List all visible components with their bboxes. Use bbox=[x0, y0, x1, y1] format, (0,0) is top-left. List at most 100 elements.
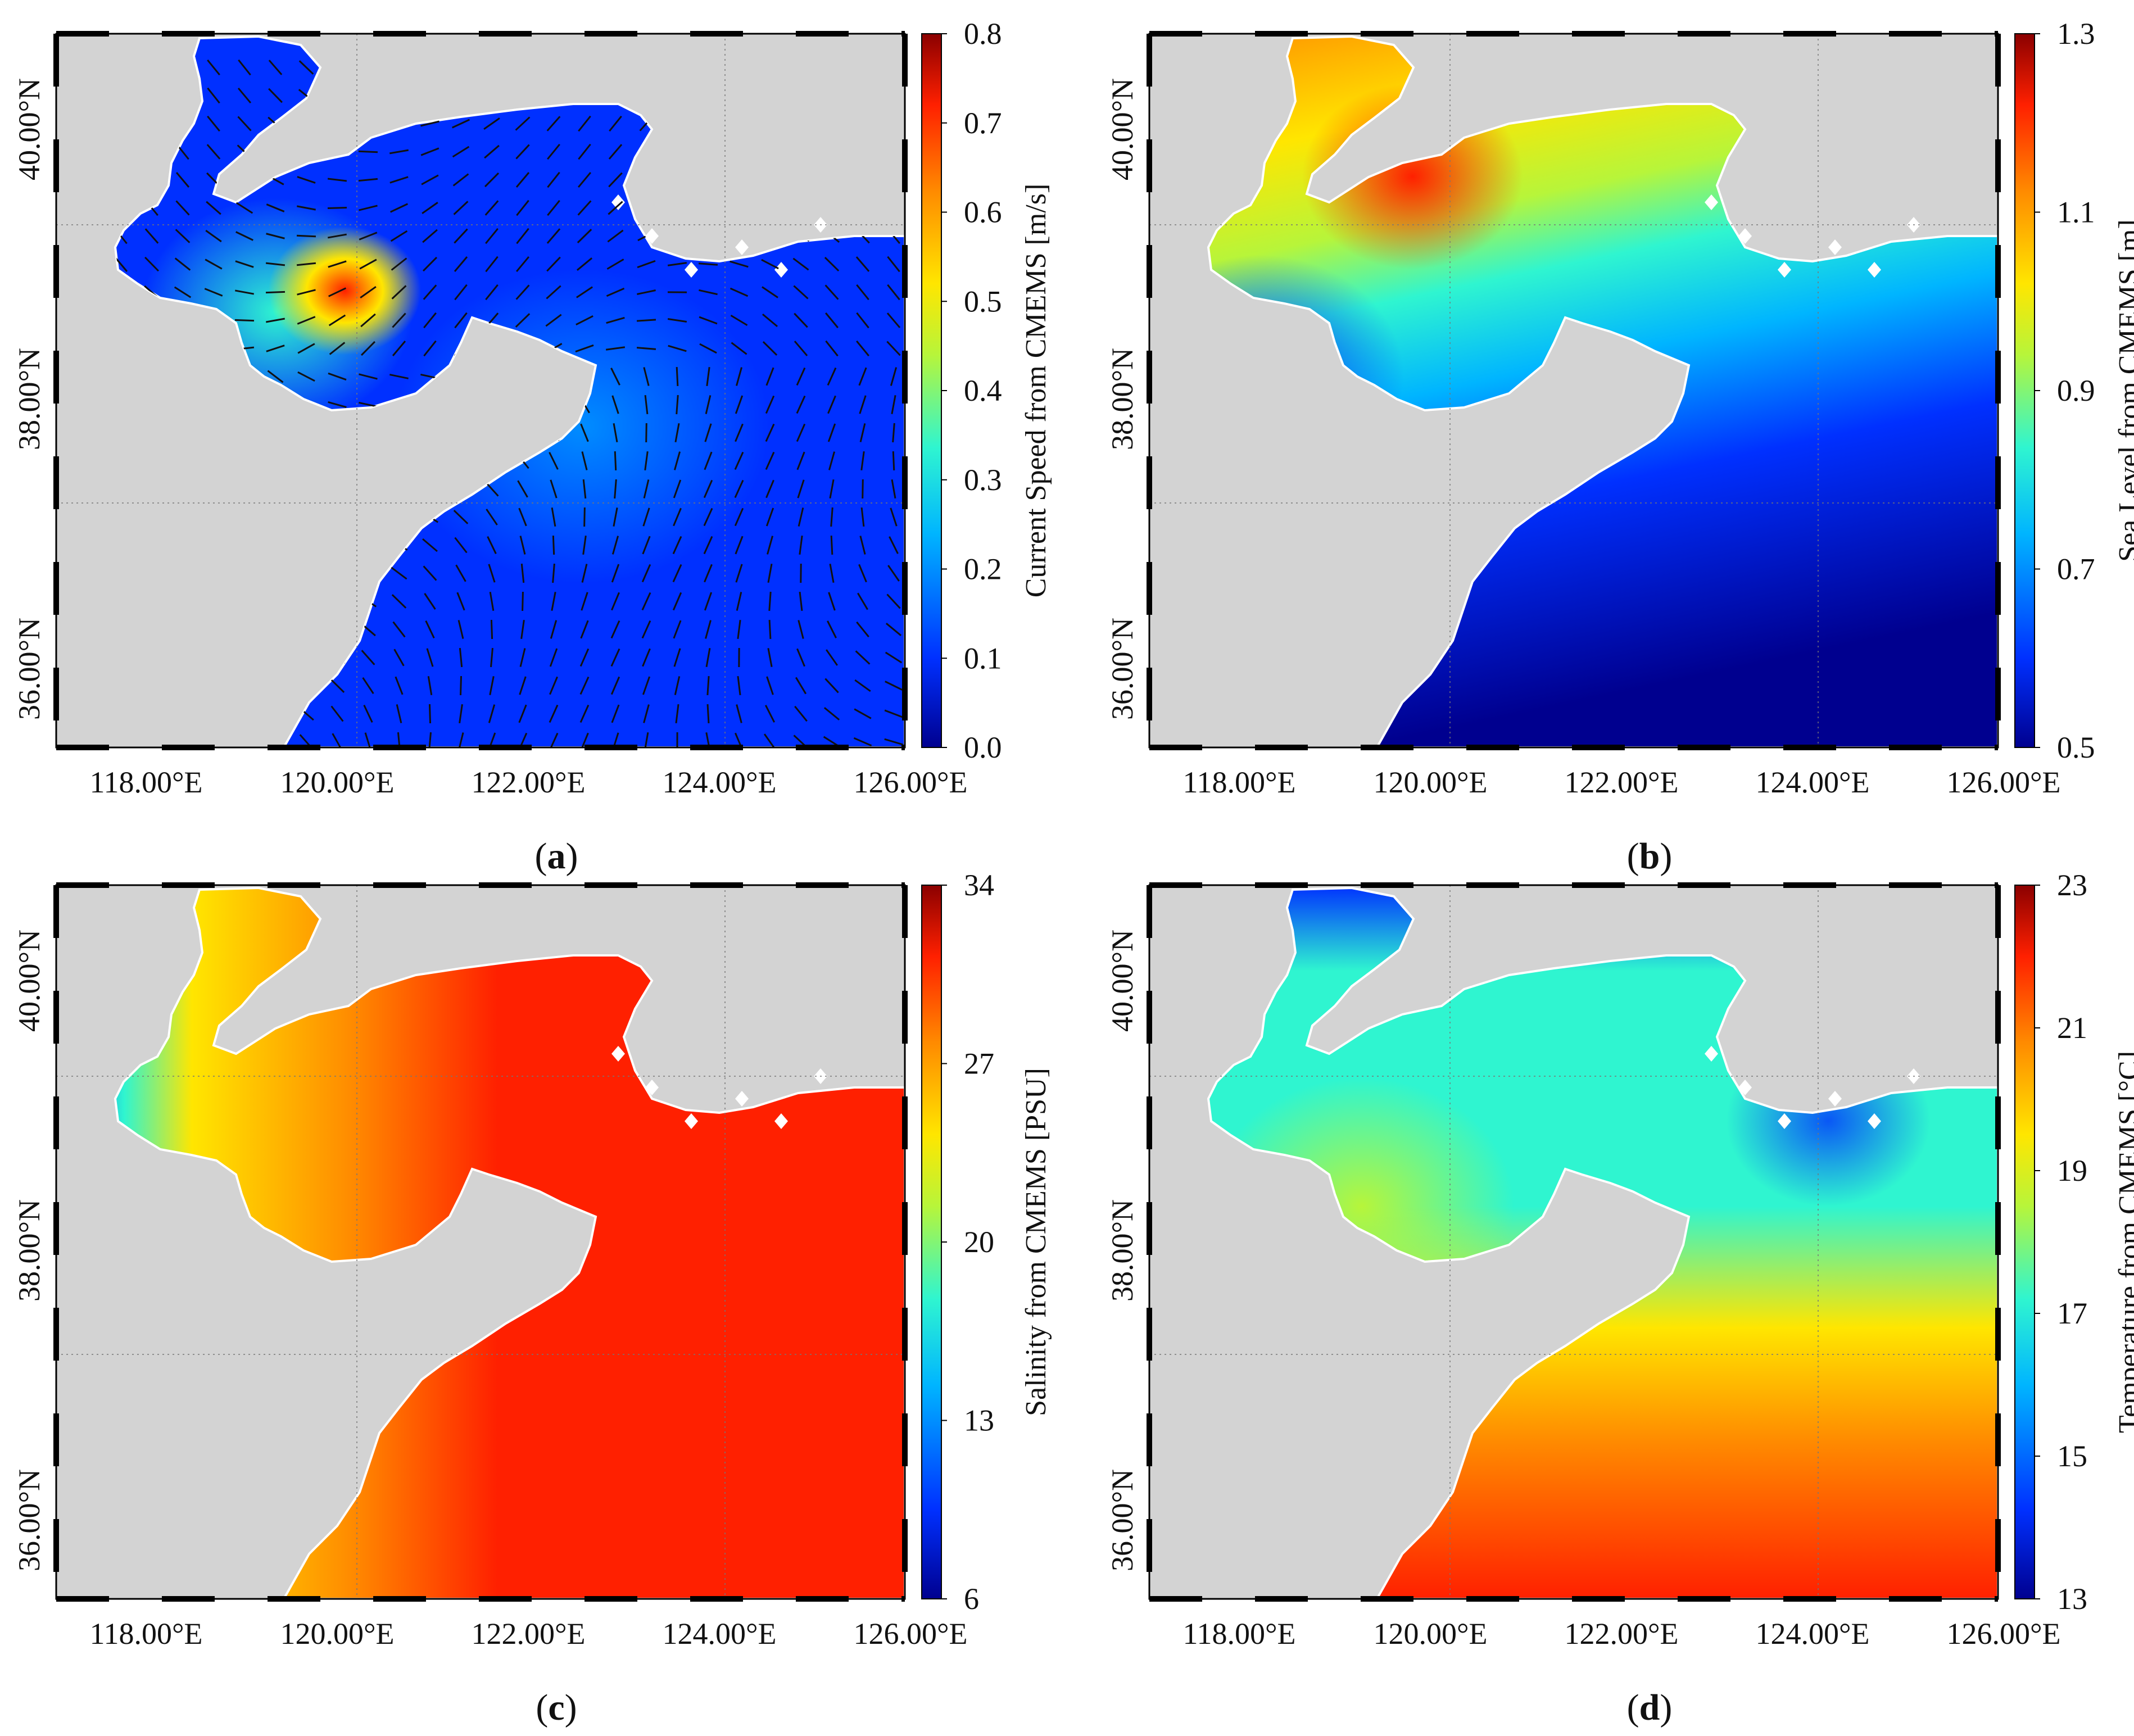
frame-segment-right bbox=[1995, 351, 2001, 404]
frame-segment-top bbox=[1149, 31, 1202, 37]
x-tick-label: 120.00°E bbox=[280, 765, 394, 799]
current-vector bbox=[677, 367, 678, 386]
frame-segment-bottom bbox=[373, 745, 426, 750]
frame-segment-top bbox=[1466, 31, 1519, 37]
frame-segment-right bbox=[902, 668, 908, 720]
current-vector bbox=[297, 235, 316, 236]
frame-segment-right bbox=[1995, 34, 2001, 87]
x-tick-label: 118.00°E bbox=[1182, 1617, 1295, 1651]
frame-segment-left bbox=[53, 1413, 59, 1466]
frame-segment-right bbox=[902, 245, 908, 298]
frame-segment-right bbox=[902, 351, 908, 404]
frame-segment-right bbox=[902, 34, 908, 87]
colorbar-tick-label: 0.6 bbox=[964, 196, 1002, 229]
colorbar-tick-label: 0.2 bbox=[964, 552, 1002, 586]
x-tick-label: 126.00°E bbox=[1946, 1617, 2060, 1651]
x-tick-label: 126.00°E bbox=[853, 765, 967, 799]
frame-segment-bottom bbox=[1783, 745, 1836, 750]
frame-segment-top bbox=[1678, 882, 1730, 888]
panel-caption: (a) bbox=[535, 836, 578, 877]
colorbar-tick-label: 17 bbox=[2057, 1297, 2087, 1330]
frame-segment-bottom bbox=[1361, 745, 1413, 750]
frame-segment-left bbox=[53, 1308, 59, 1361]
x-tick-label: 126.00°E bbox=[853, 1617, 967, 1651]
frame-segment-top bbox=[1572, 31, 1625, 37]
frame-segment-top bbox=[162, 31, 215, 37]
frame-segment-left bbox=[53, 351, 59, 404]
frame-segment-bottom bbox=[1466, 1596, 1519, 1602]
frame-segment-top bbox=[1361, 882, 1413, 888]
frame-segment-right bbox=[1995, 668, 2001, 720]
frame-segment-bottom bbox=[479, 745, 532, 750]
frame-segment-bottom bbox=[479, 1596, 532, 1602]
frame-segment-bottom bbox=[268, 745, 320, 750]
y-tick-label: 38.00°N bbox=[1105, 1199, 1139, 1302]
frame-segment-bottom bbox=[690, 1596, 743, 1602]
frame-segment-top bbox=[1889, 31, 1942, 37]
frame-segment-bottom bbox=[1255, 745, 1308, 750]
frame-segment-top bbox=[1255, 31, 1308, 37]
panel-letter: a bbox=[547, 836, 566, 877]
frame-segment-right bbox=[902, 139, 908, 192]
frame-segment-right bbox=[902, 1308, 908, 1361]
frame-segment-left bbox=[1147, 34, 1152, 87]
frame-segment-right bbox=[1995, 562, 2001, 615]
frame-segment-bottom bbox=[901, 1596, 905, 1602]
colorbar-tick-label: 0.5 bbox=[2057, 731, 2095, 764]
colorbar-tick-label: 0.7 bbox=[2057, 552, 2095, 586]
frame-segment-top bbox=[268, 31, 320, 37]
frame-segment-top bbox=[1466, 882, 1519, 888]
colorbar-tick-label: 27 bbox=[964, 1047, 994, 1081]
frame-segment-right bbox=[1995, 885, 2001, 938]
frame-segment-bottom bbox=[796, 1596, 849, 1602]
frame-segment-bottom bbox=[1149, 1596, 1202, 1602]
colorbar-tick-label: 19 bbox=[2057, 1154, 2087, 1187]
current-vector bbox=[708, 704, 709, 723]
x-tick-label: 120.00°E bbox=[1373, 765, 1487, 799]
current-vector bbox=[359, 151, 378, 152]
frame-segment-right bbox=[1995, 456, 2001, 509]
frame-segment-right bbox=[1995, 1096, 2001, 1149]
frame-segment-top bbox=[1783, 31, 1836, 37]
colorbar bbox=[2015, 885, 2035, 1599]
colorbar-tick-label: 0.0 bbox=[964, 731, 1002, 764]
x-tick-label: 118.00°E bbox=[89, 1617, 202, 1651]
frame-segment-bottom bbox=[585, 1596, 637, 1602]
frame-segment-top bbox=[373, 31, 426, 37]
panel-letter: b bbox=[1639, 836, 1660, 877]
frame-segment-top bbox=[585, 31, 637, 37]
frame-segment-top bbox=[56, 31, 109, 37]
frame-segment-right bbox=[902, 562, 908, 615]
frame-segment-bottom bbox=[1783, 1596, 1836, 1602]
current-vector bbox=[429, 704, 430, 723]
frame-segment-left bbox=[53, 139, 59, 192]
frame-segment-left bbox=[1147, 245, 1152, 298]
panel-letter: d bbox=[1639, 1687, 1660, 1728]
frame-segment-top bbox=[1361, 31, 1413, 37]
frame-segment-right bbox=[902, 456, 908, 509]
y-tick-label: 38.00°N bbox=[1105, 348, 1139, 450]
colorbar-tick-label: 15 bbox=[2057, 1439, 2087, 1473]
y-tick-label: 40.00°N bbox=[1105, 930, 1139, 1032]
frame-segment-left bbox=[53, 991, 59, 1044]
frame-segment-top bbox=[585, 882, 637, 888]
frame-segment-left bbox=[1147, 456, 1152, 509]
y-tick-label: 36.00°N bbox=[1105, 1469, 1139, 1571]
colorbar-tick-label: 34 bbox=[964, 868, 994, 902]
frame-segment-top bbox=[690, 882, 743, 888]
y-tick-label: 38.00°N bbox=[12, 348, 46, 450]
colorbar-tick-label: 0.4 bbox=[964, 374, 1002, 407]
frame-segment-bottom bbox=[1466, 745, 1519, 750]
y-tick-label: 40.00°N bbox=[12, 78, 46, 180]
frame-segment-right bbox=[902, 885, 908, 938]
x-tick-label: 122.00°E bbox=[1564, 765, 1678, 799]
frame-segment-right bbox=[902, 1202, 908, 1255]
panel-caption: (b) bbox=[1627, 836, 1673, 877]
frame-segment-top bbox=[690, 31, 743, 37]
x-tick-label: 122.00°E bbox=[471, 1617, 585, 1651]
frame-segment-left bbox=[53, 1096, 59, 1149]
frame-segment-left bbox=[1147, 562, 1152, 615]
y-tick-label: 40.00°N bbox=[1105, 78, 1139, 180]
